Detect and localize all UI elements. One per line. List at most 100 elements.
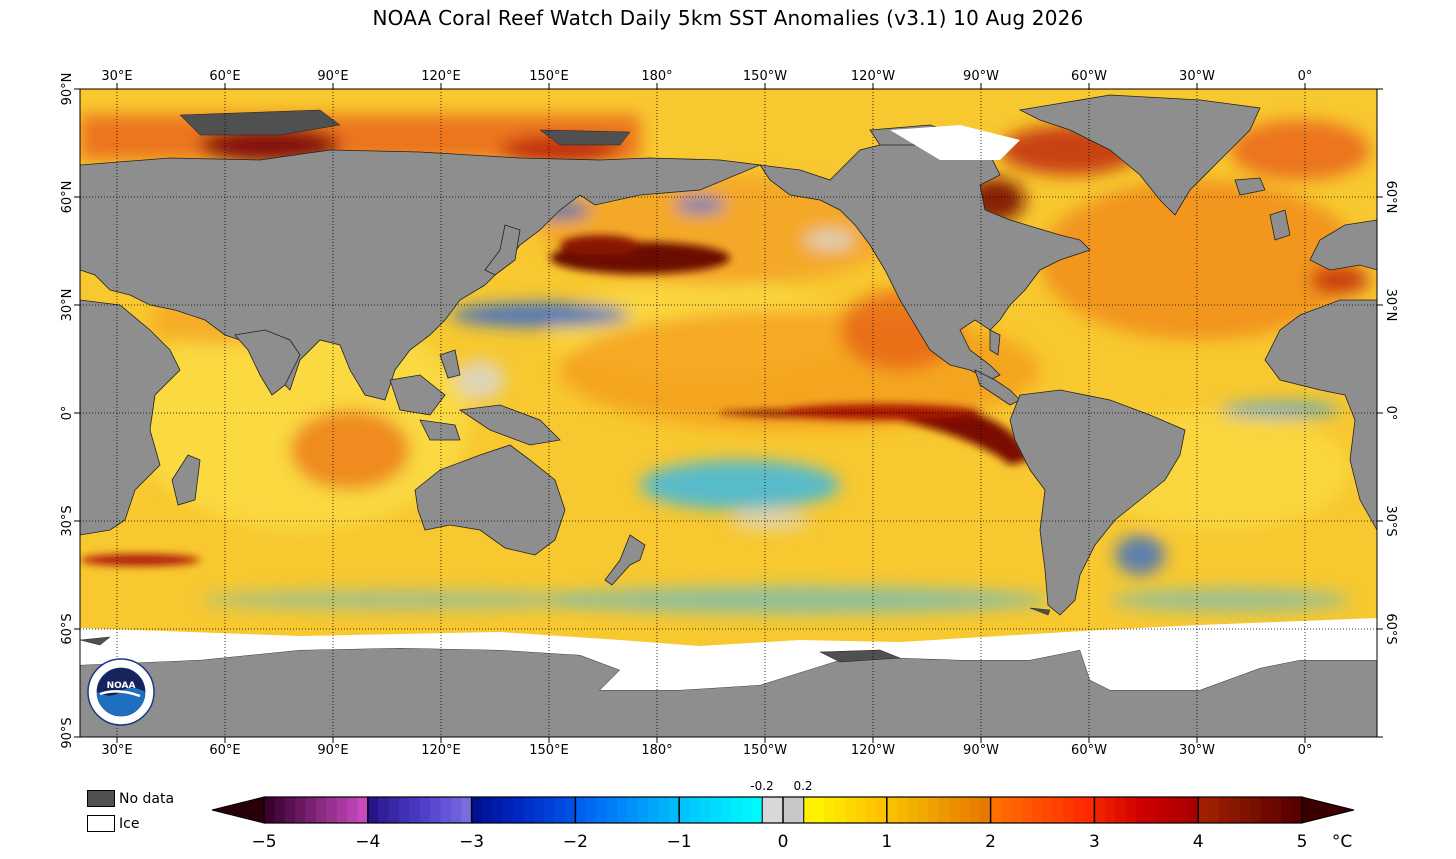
colorbar-cell bbox=[897, 797, 909, 823]
colorbar-cell bbox=[565, 797, 576, 823]
cb-tick-label: 0 bbox=[778, 832, 789, 852]
colorbar-cell bbox=[949, 797, 960, 823]
colorbar-cell bbox=[1042, 797, 1054, 823]
colorbar-cell bbox=[284, 797, 296, 823]
colorbar-cell bbox=[668, 797, 680, 823]
lon-label: 150°W bbox=[743, 743, 787, 758]
colorbar-cell bbox=[658, 797, 670, 823]
cb-tick-label: 5 bbox=[1297, 832, 1308, 852]
colorbar-cell bbox=[502, 797, 514, 823]
colorbar-cell bbox=[876, 797, 888, 823]
cb-tick-label: 4 bbox=[1193, 832, 1204, 852]
lon-label: 150°E bbox=[529, 743, 569, 758]
legend-no-data: No data bbox=[87, 790, 174, 807]
cb-unit-label: °C bbox=[1332, 832, 1352, 852]
lon-label: 60°E bbox=[209, 69, 240, 84]
colorbar-cell bbox=[388, 797, 400, 823]
colorbar-cell bbox=[1021, 797, 1033, 823]
colorbar-cell bbox=[1229, 797, 1241, 823]
no-data-areas bbox=[80, 109, 1051, 663]
colorbar-cell bbox=[585, 797, 597, 823]
lat-label: 60°S bbox=[60, 613, 75, 644]
colorbar-cell bbox=[1177, 797, 1189, 823]
land bbox=[80, 94, 1377, 737]
lon-label: 120°W bbox=[851, 69, 895, 84]
colorbar-cell bbox=[1198, 797, 1210, 823]
colorbar-cell bbox=[1125, 797, 1137, 823]
lon-labels-bottom: 30°E 60°E 90°E 120°E 150°E 180° 150°W 12… bbox=[101, 743, 1312, 758]
colorbar-cell bbox=[1167, 797, 1178, 823]
lon-label: 30°W bbox=[1179, 69, 1215, 84]
colorbar-cell bbox=[419, 797, 431, 823]
colorbar-cell bbox=[731, 797, 742, 823]
cb-tick-label: −2 bbox=[563, 832, 588, 852]
colorbar-cell bbox=[938, 797, 950, 823]
colorbar-cell bbox=[606, 797, 618, 823]
no-data-swatch bbox=[87, 790, 115, 807]
lat-label: 60°N bbox=[1383, 181, 1398, 214]
colorbar-cell bbox=[305, 797, 317, 823]
cb-tick-label: 1 bbox=[881, 832, 892, 852]
colorbar-cell bbox=[751, 797, 763, 823]
lon-labels-top: 30°E 60°E 90°E 120°E 150°E 180° 150°W 12… bbox=[101, 69, 1312, 84]
colorbar-cell bbox=[471, 797, 483, 823]
colorbar-cell bbox=[907, 797, 919, 823]
colorbar-segments bbox=[264, 797, 1303, 823]
cb-tick-label: −4 bbox=[355, 832, 380, 852]
colorbar-cell bbox=[814, 797, 826, 823]
lon-label: 0° bbox=[1298, 743, 1313, 758]
colorbar: −5 −4 −3 −2 −1 0 1 2 3 4 5 -0.2 0.2 °C bbox=[211, 779, 1355, 852]
colorbar-cell bbox=[1208, 797, 1220, 823]
no-data-label: No data bbox=[119, 790, 175, 807]
lat-label: 30°S bbox=[1383, 505, 1398, 536]
colorbar-tick-labels: −5 −4 −3 −2 −1 0 1 2 3 4 5 -0.2 0.2 °C bbox=[251, 779, 1352, 852]
colorbar-cell bbox=[295, 797, 307, 823]
colorbar-cell bbox=[596, 797, 608, 823]
colorbar-cell bbox=[689, 797, 701, 823]
cb-small-tick-label: 0.2 bbox=[793, 779, 812, 793]
colorbar-cell bbox=[1011, 797, 1023, 823]
colorbar-cell bbox=[461, 797, 473, 823]
colorbar-cell bbox=[357, 797, 369, 823]
colorbar-cell bbox=[533, 797, 545, 823]
colorbar-cell bbox=[886, 797, 898, 823]
lat-label: 30°N bbox=[60, 289, 75, 322]
colorbar-cell bbox=[959, 797, 971, 823]
colorbar-cell bbox=[980, 797, 992, 823]
ice bbox=[80, 125, 1377, 690]
colorbar-cell bbox=[627, 797, 639, 823]
colorbar-cell bbox=[710, 797, 722, 823]
cb-tick-label: 3 bbox=[1089, 832, 1100, 852]
legend-ice: Ice bbox=[87, 815, 139, 832]
colorbar-cell bbox=[917, 797, 929, 823]
axis-ticks bbox=[74, 83, 1383, 743]
colorbar-cell bbox=[575, 797, 587, 823]
colorbar-cell bbox=[1156, 797, 1168, 823]
colorbar-cell bbox=[450, 797, 462, 823]
colorbar-cell bbox=[430, 797, 441, 823]
colorbar-cell bbox=[1073, 797, 1085, 823]
colorbar-cell bbox=[544, 797, 556, 823]
lon-label: 0° bbox=[1298, 69, 1313, 84]
colorbar-cell bbox=[741, 797, 753, 823]
colorbar-cell bbox=[855, 797, 867, 823]
lat-labels-left: 90°N 60°N 30°N 0° 30°S 60°S 90°S bbox=[60, 73, 75, 749]
colorbar-cell bbox=[1032, 797, 1043, 823]
hot-spots bbox=[80, 235, 1030, 566]
colorbar-cell bbox=[554, 797, 566, 823]
lat-labels-right: 60°N 30°N 0° 30°S 60°S bbox=[1383, 181, 1398, 645]
colorbar-cell bbox=[637, 797, 649, 823]
colorbar-cell bbox=[1094, 797, 1106, 823]
colorbar-cell bbox=[481, 797, 493, 823]
colorbar-cell bbox=[1281, 797, 1293, 823]
colorbar-cell bbox=[1250, 797, 1261, 823]
colorbar-cell bbox=[1260, 797, 1272, 823]
gridlines bbox=[80, 89, 1377, 737]
lon-label: 60°E bbox=[209, 743, 240, 758]
lon-label: 90°W bbox=[963, 69, 999, 84]
colorbar-cell bbox=[264, 797, 275, 823]
colorbar-cell bbox=[1135, 797, 1147, 823]
colorbar-cell bbox=[616, 797, 628, 823]
cb-tick-label: −5 bbox=[251, 832, 276, 852]
